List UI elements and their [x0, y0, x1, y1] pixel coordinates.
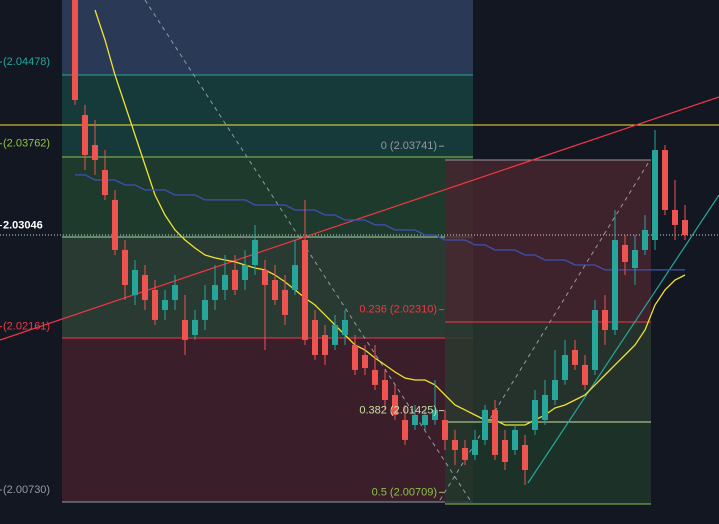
y-tick-label: (2.04478): [3, 56, 50, 68]
candle-body: [652, 150, 658, 241]
fib-label: 0.236 (2.02310): [359, 303, 437, 315]
candle-body: [642, 229, 648, 250]
zone: [62, 237, 473, 338]
candle-body: [312, 319, 318, 356]
candle-body: [602, 310, 608, 330]
candle-body: [432, 409, 438, 420]
candle-body: [232, 269, 238, 290]
candle-body: [342, 319, 348, 336]
candle-body: [362, 355, 368, 369]
fib-label: 0 (2.03741): [381, 140, 437, 152]
candle-body: [412, 414, 418, 426]
candle-body: [442, 419, 448, 440]
fib-label: 0.5 (2.00709): [372, 486, 437, 498]
trend-line: [0, 96, 719, 341]
y-tick-label: (2.00730): [3, 484, 50, 496]
fib-label: 0.382 (2.01425): [359, 405, 437, 417]
candle-body: [522, 444, 528, 470]
candle-body: [322, 335, 328, 356]
candle-body: [622, 244, 628, 262]
marks: (2.04478) (2.03762) 2.03046 (2.02161) (2.007…: [0, 0, 688, 498]
candle-body: [682, 220, 688, 235]
candle-body: [212, 285, 218, 300]
candle-body: [162, 299, 168, 311]
candle-body: [132, 269, 138, 295]
candle-body: [102, 170, 108, 196]
candle-body: [202, 299, 208, 320]
fib-right: [445, 159, 651, 505]
candle-body: [552, 380, 558, 400]
candle-body: [672, 209, 678, 225]
candle-body: [572, 349, 578, 365]
zone: [445, 422, 651, 504]
candle-body: [562, 355, 568, 381]
candle-body: [192, 319, 198, 336]
moving-average: [75, 174, 685, 271]
candle-body: [662, 150, 668, 210]
candle-body: [582, 364, 588, 385]
candle-body: [542, 394, 548, 420]
moving-average: [94, 9, 686, 426]
zone: [445, 160, 651, 322]
candle-body: [332, 324, 338, 345]
candle-body: [142, 274, 148, 300]
candle-body: [302, 240, 308, 340]
candle-body: [112, 199, 118, 250]
y-tick-label: (2.03762): [3, 138, 50, 150]
candle-body: [502, 439, 508, 462]
zone: [62, 157, 473, 237]
y-tick-label: (2.02161): [3, 320, 50, 332]
candle-body: [532, 399, 538, 430]
candle-body: [452, 439, 458, 451]
candle-body: [592, 310, 598, 370]
candle-body: [372, 369, 378, 385]
candle-body: [182, 319, 188, 340]
candle-body: [282, 289, 288, 315]
candle-body: [262, 269, 268, 286]
candle-body: [612, 240, 618, 330]
candle-body: [482, 409, 488, 440]
candle-body: [152, 289, 158, 320]
candle-body: [402, 419, 408, 440]
zone: [62, 0, 473, 75]
candle-body: [272, 279, 278, 300]
candle-body: [392, 394, 398, 415]
candle-body: [82, 114, 88, 155]
candle-body: [352, 344, 358, 370]
candle-body: [222, 274, 228, 290]
candle-body: [382, 380, 388, 400]
y-tick-label: 2.03046: [3, 219, 43, 231]
candle-body: [122, 249, 128, 286]
candle-body: [462, 447, 468, 460]
candle-body: [72, 0, 78, 101]
candle-body: [472, 439, 478, 455]
candle-body: [242, 265, 248, 280]
candle-body: [292, 265, 298, 290]
candle-body: [422, 414, 428, 426]
candle-body: [492, 409, 498, 455]
candle-body: [172, 285, 178, 300]
candle-body: [252, 240, 258, 266]
zone: [62, 75, 473, 157]
candle-body: [92, 145, 98, 160]
zone: [62, 338, 473, 502]
trend-line: [527, 194, 719, 484]
candle-body: [632, 249, 638, 268]
candle-body: [512, 429, 518, 451]
